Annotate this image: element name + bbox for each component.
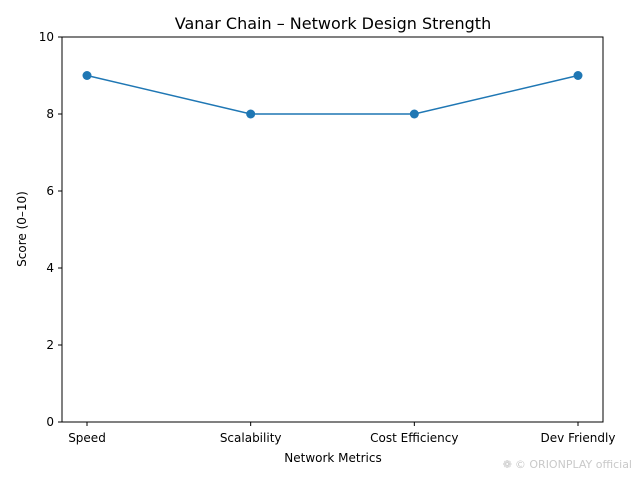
y-axis-label: Score (0–10) (15, 191, 29, 267)
chart-title: Vanar Chain – Network Design Strength (175, 14, 491, 33)
x-axis-label: Network Metrics (284, 451, 381, 465)
data-point (246, 109, 256, 119)
x-tick-label: Speed (68, 431, 106, 445)
axes-frame (61, 36, 604, 423)
y-tick-label: 2 (46, 338, 54, 352)
watermark-text: © ORIONPLAY official (514, 458, 632, 471)
data-point (82, 71, 92, 80)
y-tick-label: 8 (46, 107, 54, 121)
series-line (86, 74, 579, 115)
y-axis-ticks: 0 2 4 6 8 10 (39, 30, 62, 429)
x-tick-label: Dev Friendly (541, 431, 616, 445)
y-tick-label: 6 (46, 184, 54, 198)
x-tick-label: Cost Efficiency (370, 431, 458, 445)
data-point (573, 71, 583, 80)
watermark: ❁ © ORIONPLAY official (503, 458, 632, 471)
y-tick-label: 4 (46, 261, 54, 275)
data-point (409, 109, 419, 119)
x-axis-ticks: Speed Scalability Cost Efficiency Dev Frien… (68, 422, 615, 445)
plot-area: 0 2 4 6 8 10 Speed Scalability Cost Efficiency D… (39, 30, 616, 445)
y-tick-label: 0 (46, 415, 54, 429)
y-tick-label: 10 (39, 30, 54, 44)
flower-icon: ❁ (502, 458, 512, 471)
series-layer (82, 71, 583, 119)
x-tick-label: Scalability (220, 431, 282, 445)
